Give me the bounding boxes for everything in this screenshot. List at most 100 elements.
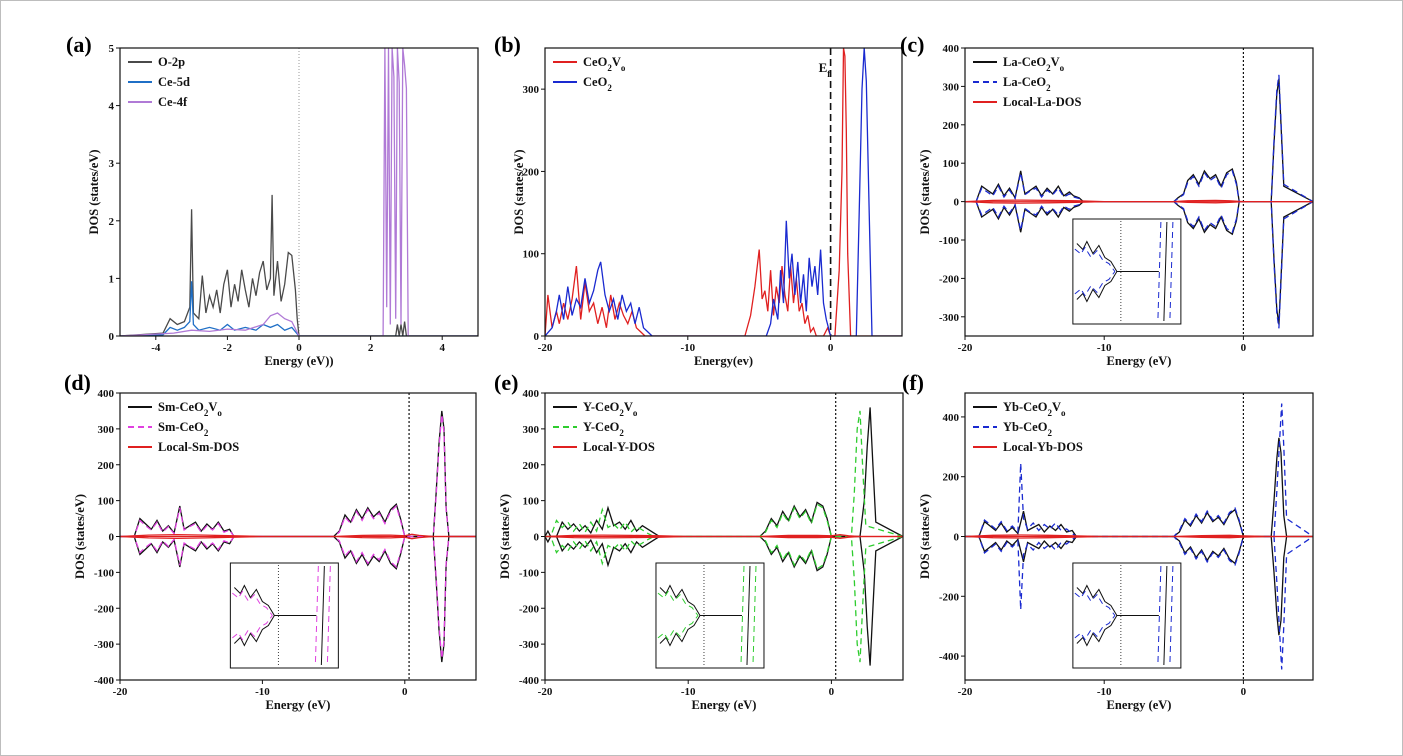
series-line-mirror-c-2: [965, 200, 1313, 204]
legend-label-f-2: Local-Yb-DOS: [1003, 440, 1083, 454]
x-axis-label-b: Energy(ev): [694, 354, 753, 368]
inset-curve-a-e: [659, 584, 701, 616]
y-tick-label-b-0: 0: [534, 331, 540, 343]
x-tick-label-b-0: -20: [538, 342, 553, 354]
series-line-b-0: [545, 48, 902, 336]
panel-label-f: (f): [902, 370, 924, 395]
legend-label-a-2: Ce-4f: [158, 95, 188, 109]
y-tick-label-e-3: -100: [519, 567, 540, 579]
series-group-d: [120, 410, 476, 663]
y-tick-label-c-2: -100: [939, 235, 960, 247]
inset-curve-c-e: [657, 590, 699, 616]
inset-band-f-2: [1169, 565, 1174, 666]
y-tick-label-e-4: 0: [534, 532, 540, 544]
series-line-b-1: [545, 48, 902, 336]
y-tick-label-f-1: -200: [939, 591, 960, 603]
inset-f: [1072, 562, 1182, 669]
inset-band-e-0: [740, 565, 745, 666]
y-tick-label-d-5: 100: [98, 496, 115, 508]
y-tick-label-f-2: 0: [954, 532, 960, 544]
inset-curve-d-c: [1074, 271, 1116, 297]
y-axis-label-c: DOS (states/eV): [918, 149, 932, 234]
legend-label-d-2: Local-Sm-DOS: [158, 440, 239, 454]
legend-label-a-1: Ce-5d: [158, 75, 190, 89]
y-tick-label-c-3: 0: [954, 197, 960, 209]
legend-e: Y-CeO2Vo Y-CeO2 Local-Y-DOS: [553, 400, 655, 454]
legend-d: Sm-CeO2Vo Sm-CeO2 Local-Sm-DOS: [128, 400, 239, 454]
inset-curve-b-c: [1076, 271, 1118, 303]
y-tick-label-a-2: 2: [109, 216, 115, 228]
series-line-e-2: [545, 534, 903, 538]
y-tick-label-d-7: 300: [98, 424, 115, 436]
y-tick-label-f-3: 200: [943, 472, 960, 484]
inset-curve-a-c: [1076, 240, 1118, 272]
x-tick-label-d-0: -20: [113, 686, 128, 698]
y-tick-label-c-6: 300: [943, 81, 960, 93]
inset-curve-d-e: [657, 615, 699, 641]
panel-label-c: (c): [900, 32, 924, 57]
inset-e: [655, 562, 765, 669]
legend-label-d-1: Sm-CeO2: [158, 420, 209, 438]
y-tick-label-d-8: 400: [98, 388, 115, 400]
y-tick-label-a-3: 3: [109, 158, 115, 170]
inset-curve-c-c: [1074, 246, 1116, 272]
y-tick-label-f-0: -400: [939, 651, 960, 663]
y-tick-label-d-6: 200: [98, 460, 115, 472]
legend-label-b-0: CeO2Vo: [583, 55, 626, 73]
inset-curve-a-f: [1076, 584, 1118, 616]
x-tick-label-d-1: -10: [255, 686, 270, 698]
y-tick-label-f-4: 400: [943, 412, 960, 424]
series-group-b: [545, 48, 902, 336]
series-line-d-1: [120, 414, 476, 538]
y-tick-label-a-5: 5: [109, 43, 115, 55]
panel-a: -4 -2 0 2 4 0 1 2 3 4 5 Energy (eV)) DOS (states/eV)…: [66, 32, 479, 368]
y-tick-label-c-4: 100: [943, 158, 960, 170]
x-tick-label-a-1: -2: [223, 342, 233, 354]
x-axis-label-f: Energy (eV): [1107, 698, 1172, 712]
legend-label-c-1: La-CeO2: [1003, 75, 1051, 93]
y-tick-label-a-4: 4: [109, 101, 115, 113]
y-tick-label-d-1: -300: [94, 639, 115, 651]
legend-label-b-1: CeO2: [583, 75, 612, 93]
x-tick-label-c-2: 0: [1241, 342, 1247, 354]
legend-c: La-CeO2Vo La-CeO2 Local-La-DOS: [973, 55, 1082, 109]
y-tick-label-e-6: 200: [523, 460, 540, 472]
inset-curve-a-d: [234, 584, 275, 616]
series-line-c-1: [965, 74, 1313, 203]
legend-f: Yb-CeO2Vo Yb-CeO2 Local-Yb-DOS: [973, 400, 1083, 454]
inset-band-d-0: [314, 565, 319, 666]
y-tick-label-a-0: 0: [109, 331, 115, 343]
y-tick-label-a-1: 1: [109, 273, 115, 285]
y-tick-label-e-5: 100: [523, 496, 540, 508]
y-tick-label-b-1: 100: [523, 249, 540, 261]
series-line-a-1: [120, 281, 478, 336]
legend-label-c-2: Local-La-DOS: [1003, 95, 1082, 109]
plot-area-b: [544, 47, 903, 337]
y-tick-label-d-3: -100: [94, 567, 115, 579]
y-tick-label-d-4: 0: [109, 532, 115, 544]
panel-label-d: (d): [64, 370, 91, 395]
y-tick-label-c-0: -300: [939, 312, 960, 324]
y-tick-label-c-7: 400: [943, 43, 960, 55]
y-tick-label-c-5: 200: [943, 120, 960, 132]
series-group-f: [965, 403, 1313, 670]
series-line-a-0: [120, 194, 478, 336]
y-axis-label-b: DOS (states/eV): [512, 149, 526, 234]
x-tick-label-e-2: 0: [829, 686, 835, 698]
panel-e: -20 -10 0-400-300-200-1000100200300400Ener…: [494, 370, 904, 712]
inset-curve-c-d: [232, 590, 273, 616]
y-tick-label-e-1: -300: [519, 639, 540, 651]
x-tick-label-c-1: -10: [1097, 342, 1112, 354]
series-line-a-2: [120, 48, 478, 336]
series-line-mirror-f-2: [965, 535, 1313, 539]
y-tick-label-b-3: 300: [523, 84, 540, 96]
x-tick-label-c-0: -20: [958, 342, 973, 354]
inset-band-d-2: [326, 565, 331, 666]
series-line-d-2: [120, 533, 476, 538]
x-tick-label-f-2: 0: [1241, 686, 1247, 698]
x-tick-label-a-2: 0: [296, 342, 302, 354]
series-group-e: [545, 407, 903, 666]
series-group-a: [120, 48, 478, 336]
